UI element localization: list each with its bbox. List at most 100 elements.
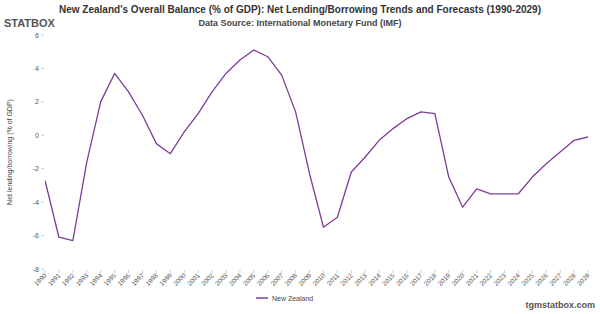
x-tick [58,270,59,273]
watermark: tgmstatbox.com [525,300,595,310]
x-tick-label: 2010 [311,271,326,286]
x-tick [532,270,533,273]
x-tick-label: 2005 [241,271,256,286]
y-tick-label: 6 [35,32,39,39]
x-tick-label: 2013 [353,271,368,286]
x-tick-label: 1997 [130,271,145,286]
x-tick-label: 1993 [74,271,89,286]
x-tick [462,270,463,273]
x-tick [156,270,157,273]
x-tick-label: 2025 [520,271,535,286]
x-tick [476,270,477,273]
x-tick-label: 2019 [436,271,451,286]
x-tick-label: 2004 [227,271,242,286]
x-tick [72,270,73,273]
y-tick [41,68,44,69]
x-tick [337,270,338,273]
y-tick-label: 4 [35,65,39,72]
x-tick-label: 2024 [506,271,521,286]
x-tick [295,270,296,273]
x-tick [351,270,352,273]
x-tick [490,270,491,273]
y-tick-label: -4 [33,199,39,206]
x-tick [170,270,171,273]
x-tick [448,270,449,273]
x-tick-label: 2015 [381,271,396,286]
x-tick [100,270,101,273]
x-tick-label: 2012 [339,271,354,286]
x-tick-label: 1995 [102,271,117,286]
x-tick [309,270,310,273]
legend-label: New Zealand [272,295,313,302]
x-tick [198,270,199,273]
x-tick [365,270,366,273]
x-tick-label: 2007 [269,271,284,286]
x-tick [574,270,575,273]
x-tick [142,270,143,273]
x-tick [504,270,505,273]
y-axis-label: Net lending/borrowing (% of GDP) [6,99,14,205]
x-tick [323,270,324,273]
x-tick-label: 2029 [576,271,591,286]
x-tick-label: 1991 [46,271,61,286]
title: New Zealand's Overall Balance (% of GDP)… [59,4,541,15]
x-tick-label: 1990 [33,271,48,286]
x-tick [86,270,87,273]
x-tick [588,270,589,273]
x-tick [267,270,268,273]
x-tick-label: 2027 [548,271,563,286]
y-tick [41,135,44,136]
x-tick [114,270,115,273]
x-tick-label: 2008 [283,271,298,286]
y-tick-label: -2 [33,165,39,172]
x-tick-label: 2014 [367,271,382,286]
legend-swatch [256,297,268,299]
x-tick [434,270,435,273]
x-tick [184,270,185,273]
y-tick-label: 2 [35,98,39,105]
x-tick-label: 2026 [534,271,549,286]
chart: New Zealand's Overall Balance (% of GDP)… [0,0,600,314]
x-tick [560,270,561,273]
y-tick-label: -6 [33,232,39,239]
x-tick-label: 2023 [492,271,507,286]
x-tick-label: 1998 [144,271,159,286]
y-tick [41,101,44,102]
y-tick-label: 0 [35,132,39,139]
x-tick-label: 2020 [450,271,465,286]
series-line [45,50,588,241]
x-tick [518,270,519,273]
x-tick [379,270,380,273]
y-tick [41,202,44,203]
x-tick [128,270,129,273]
x-tick-label: 2022 [478,271,493,286]
x-tick-label: 1992 [60,271,75,286]
y-tick [41,269,44,270]
plot-area [45,50,588,241]
x-tick-label: 2011 [325,271,340,286]
subtitle: Data Source: International Monetary Fund… [198,18,401,28]
x-tick-label: 2018 [422,271,437,286]
y-tick [41,168,44,169]
x-tick-label: 2021 [464,271,479,286]
x-tick-label: 2003 [214,271,229,286]
y-tick-label: -8 [33,266,39,273]
x-tick [393,270,394,273]
x-tick [45,270,46,273]
x-tick [239,270,240,273]
x-tick [420,270,421,273]
x-tick [212,270,213,273]
logo: STATBOX [4,17,56,29]
x-tick-label: 2017 [408,271,423,286]
x-tick [546,270,547,273]
x-tick [253,270,254,273]
x-tick [281,270,282,273]
x-tick-label: 2001 [186,271,201,286]
legend: New Zealand [256,295,313,302]
x-tick-label: 2006 [255,271,270,286]
x-tick-label: 2028 [562,271,577,286]
x-tick [407,270,408,273]
y-tick [41,235,44,236]
x-tick-label: 2016 [395,271,410,286]
x-tick-label: 1999 [158,271,173,286]
